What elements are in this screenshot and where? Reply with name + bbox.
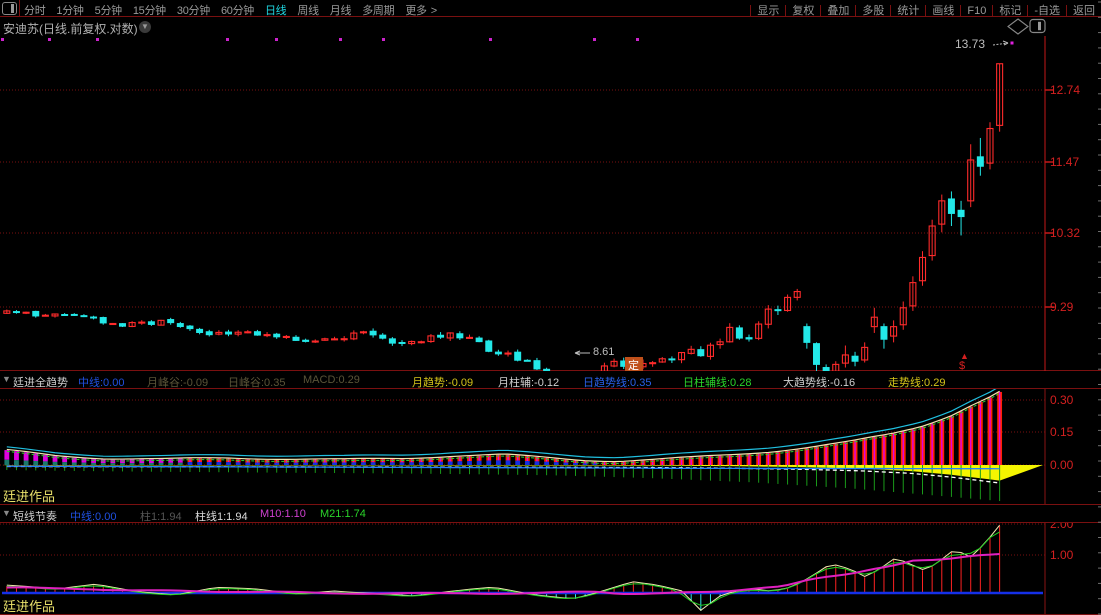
svg-text:定: 定 [628, 358, 639, 371]
svg-text:9.29: 9.29 [1050, 300, 1074, 314]
svg-text:1.00: 1.00 [1050, 548, 1074, 562]
svg-text:0.15: 0.15 [1050, 425, 1074, 439]
svg-text:12.74: 12.74 [1050, 83, 1080, 97]
svg-text:11.47: 11.47 [1050, 155, 1079, 169]
svg-text:8.61: 8.61 [593, 346, 614, 358]
svg-text:13.73: 13.73 [955, 37, 985, 51]
svg-text:0.00: 0.00 [1050, 458, 1074, 472]
svg-text:0.30: 0.30 [1050, 393, 1074, 407]
svg-text:10.32: 10.32 [1050, 226, 1080, 240]
svg-text:2.00: 2.00 [1050, 523, 1074, 531]
svg-text:$: $ [959, 360, 965, 371]
